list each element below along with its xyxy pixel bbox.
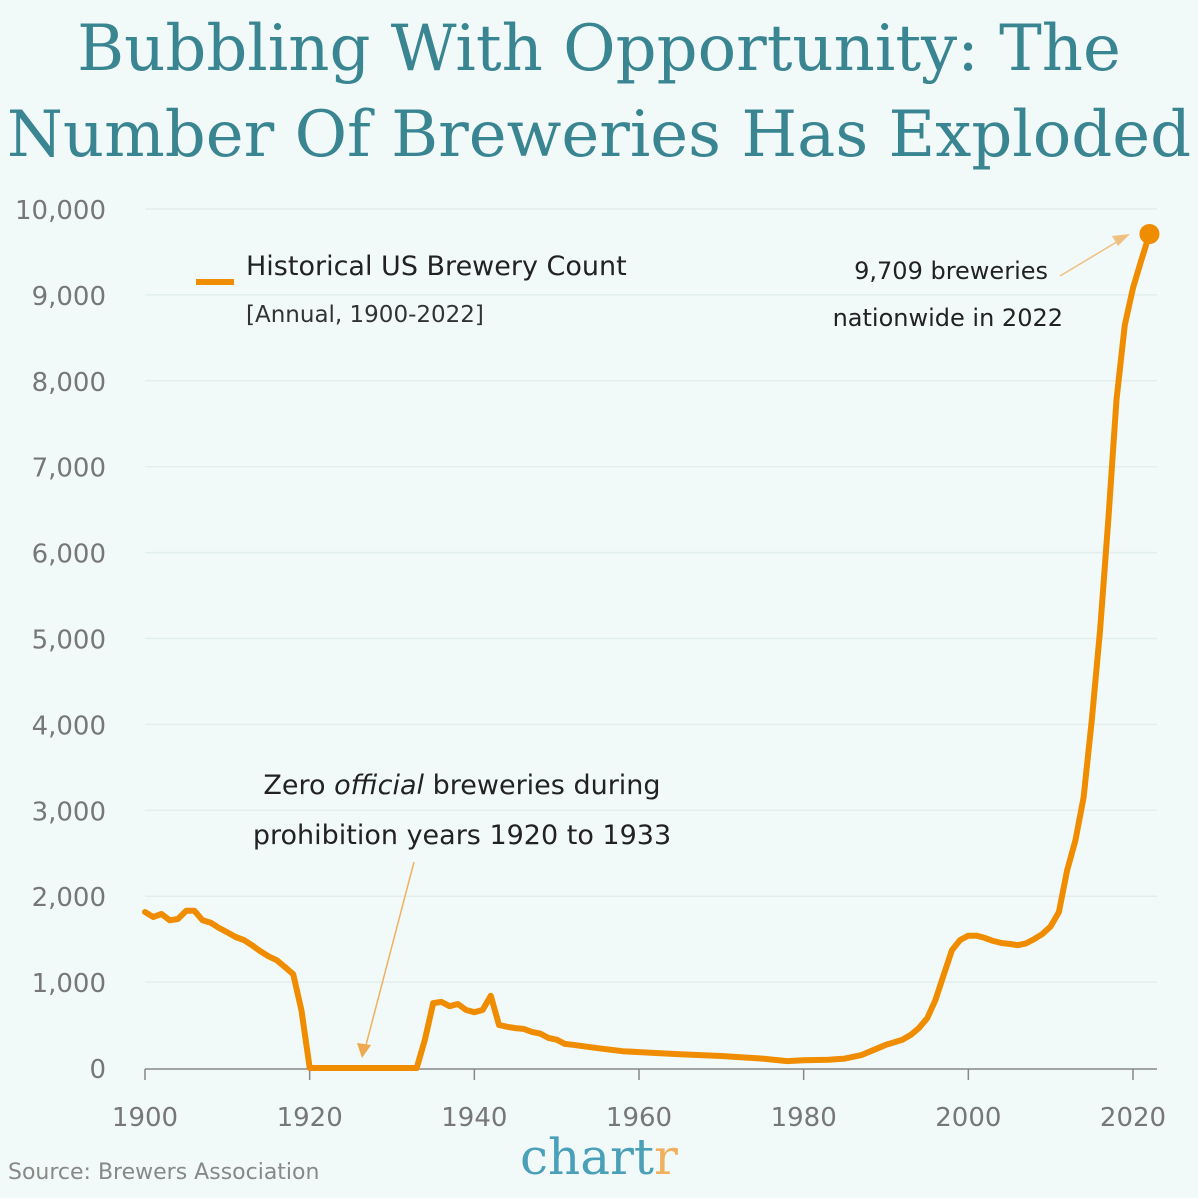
annotation-2022-arrowhead	[1112, 234, 1130, 246]
annotation-prohibition-arrowhead	[357, 1043, 371, 1058]
source-note: Source: Brewers Association	[8, 1160, 320, 1185]
y-tick-label: 10,000	[15, 196, 106, 226]
y-tick-label: 8,000	[32, 368, 106, 398]
annotation-prohibition-line1: Zero official breweries during	[263, 770, 660, 801]
y-tick-label: 2,000	[32, 883, 106, 913]
y-tick-label: 0	[89, 1055, 106, 1085]
annotation-2022-arrow	[1059, 239, 1121, 277]
x-tick-label: 1920	[277, 1103, 343, 1133]
x-tick-label: 1960	[606, 1103, 672, 1133]
endpoint-marker-2022	[1139, 223, 1160, 244]
y-tick-label: 4,000	[32, 711, 106, 741]
y-tick-label: 1,000	[32, 969, 106, 999]
legend: Historical US Brewery Count [Annual, 190…	[196, 251, 627, 328]
y-tick-label: 9,000	[32, 282, 106, 312]
annotation-2022-line2: nationwide in 2022	[833, 304, 1063, 332]
x-tick-label: 1980	[771, 1103, 837, 1133]
chart-title: Bubbling With Opportunity: The Number Of…	[6, 12, 1192, 172]
x-tick-label: 1900	[112, 1103, 178, 1133]
annotation-prohibition-arrow	[365, 861, 415, 1046]
chartr-logo: chartr	[520, 1128, 678, 1186]
y-tick-label: 5,000	[32, 626, 106, 656]
y-tick-label: 6,000	[32, 540, 106, 570]
x-tick-label: 2020	[1100, 1103, 1166, 1133]
series-line-brewery-count	[142, 231, 1153, 1071]
x-tick-label: 1940	[441, 1103, 507, 1133]
legend-sublabel: [Annual, 1900-2022]	[246, 302, 484, 328]
y-tick-label: 7,000	[32, 454, 106, 484]
annotation-prohibition-line2: prohibition years 1920 to 1933	[253, 820, 671, 851]
legend-label: Historical US Brewery Count	[246, 251, 627, 282]
annotation-2022-line1: 9,709 breweries	[854, 257, 1048, 285]
y-tick-label: 3,000	[32, 797, 106, 827]
x-tick-label: 2000	[935, 1103, 1001, 1133]
